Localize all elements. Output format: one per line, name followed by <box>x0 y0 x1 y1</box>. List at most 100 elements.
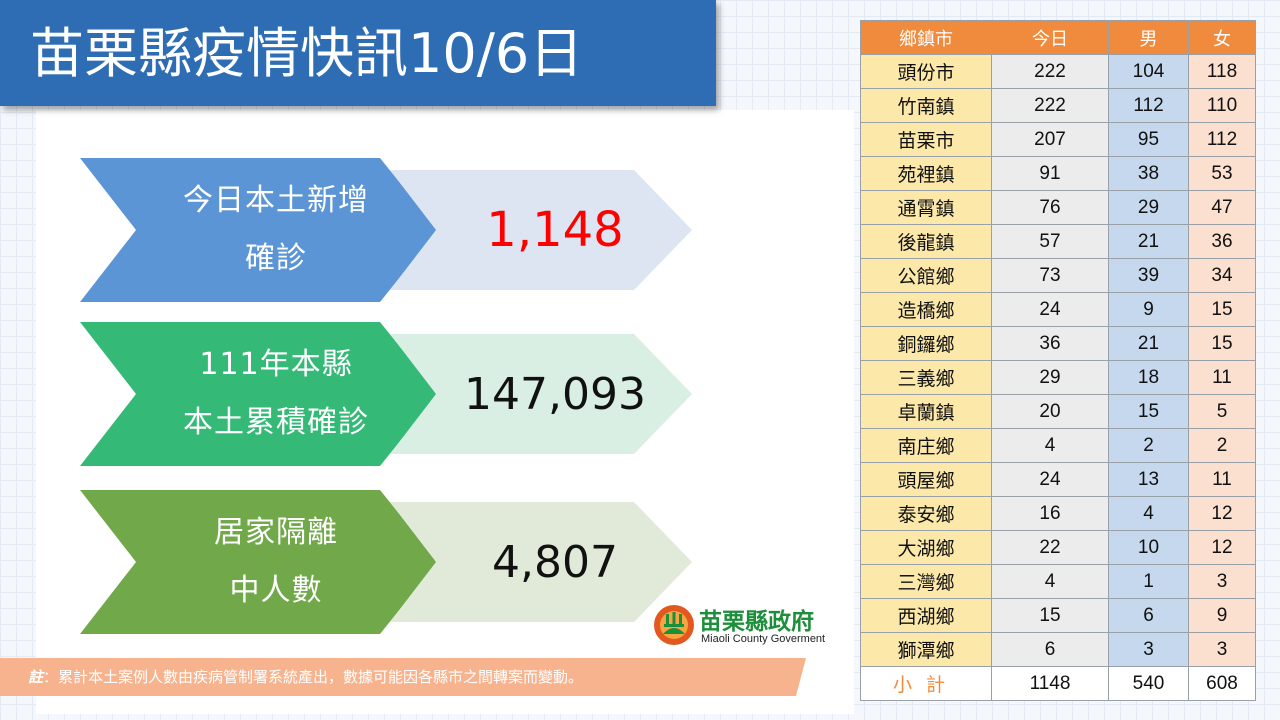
table-row: 頭份市 222 104 118 <box>860 54 1256 89</box>
card-label-arrow: 111年本縣 本土累積確診 <box>80 322 438 466</box>
cell-male: 15 <box>1108 394 1189 429</box>
card-label-line: 居家隔離 <box>214 515 338 550</box>
cell-male: 2 <box>1108 428 1189 463</box>
cell-female: 608 <box>1188 666 1256 701</box>
cell-today: 222 <box>991 54 1109 89</box>
table-row: 後龍鎮 57 21 36 <box>860 224 1256 259</box>
cell-male: 21 <box>1108 224 1189 259</box>
cell-female: 47 <box>1188 190 1256 225</box>
cell-female: 12 <box>1188 496 1256 531</box>
table-row: 苗栗市 207 95 112 <box>860 122 1256 157</box>
card-label-arrow: 居家隔離 中人數 <box>80 490 438 634</box>
cell-female: 3 <box>1188 632 1256 667</box>
cell-male: 10 <box>1108 530 1189 565</box>
cell-male: 18 <box>1108 360 1189 395</box>
cell-today: 24 <box>991 292 1109 327</box>
footnote-label: 註 <box>28 668 44 686</box>
cell-town: 三義鄉 <box>860 360 992 395</box>
county-government-logo: 苗栗縣政府 Miaoli County Goverment <box>653 602 853 650</box>
table-row: 苑裡鎮 91 38 53 <box>860 156 1256 191</box>
cell-today: 20 <box>991 394 1109 429</box>
cell-today: 76 <box>991 190 1109 225</box>
cell-male: 1 <box>1108 564 1189 599</box>
cell-female: 112 <box>1188 122 1256 157</box>
card-value: 147,093 <box>390 334 692 454</box>
cell-today: 4 <box>991 564 1109 599</box>
cell-today: 4 <box>991 428 1109 463</box>
column-header-male: 男 <box>1108 20 1189 55</box>
cell-female: 15 <box>1188 326 1256 361</box>
cell-town: 造橋鄉 <box>860 292 992 327</box>
page-title: 苗栗縣疫情快訊10/6日 <box>30 22 584 85</box>
cell-male: 29 <box>1108 190 1189 225</box>
cell-town: 通霄鎮 <box>860 190 992 225</box>
table-row: 三灣鄉 4 1 3 <box>860 564 1256 599</box>
cell-town: 苑裡鎮 <box>860 156 992 191</box>
cell-today: 73 <box>991 258 1109 293</box>
cell-female: 53 <box>1188 156 1256 191</box>
cell-female: 110 <box>1188 88 1256 123</box>
cell-town: 獅潭鄉 <box>860 632 992 667</box>
cell-male: 13 <box>1108 462 1189 497</box>
cell-town: 苗栗市 <box>860 122 992 157</box>
cell-female: 11 <box>1188 462 1256 497</box>
table-row: 西湖鄉 15 6 9 <box>860 598 1256 633</box>
title-banner: 苗栗縣疫情快訊10/6日 <box>0 0 716 106</box>
table-row: 頭屋鄉 24 13 11 <box>860 462 1256 497</box>
table-header-row: 鄉鎮市 今日 男 女 <box>860 20 1256 55</box>
cell-town: 南庄鄉 <box>860 428 992 463</box>
cell-today: 6 <box>991 632 1109 667</box>
cell-town: 頭屋鄉 <box>860 462 992 497</box>
cell-male: 112 <box>1108 88 1189 123</box>
cell-town: 後龍鎮 <box>860 224 992 259</box>
cell-male: 104 <box>1108 54 1189 89</box>
cell-town: 小計 <box>860 666 992 701</box>
cell-today: 207 <box>991 122 1109 157</box>
table-row: 竹南鎮 222 112 110 <box>860 88 1256 123</box>
cell-today: 24 <box>991 462 1109 497</box>
cell-male: 540 <box>1108 666 1189 701</box>
logo-name-english: Miaoli County Goverment <box>701 633 826 645</box>
township-table-container: 鄉鎮市 今日 男 女 頭份市 222 104 118 竹南鎮 222 112 110 苗栗市 20… <box>860 20 1256 701</box>
cell-male: 38 <box>1108 156 1189 191</box>
cell-female: 15 <box>1188 292 1256 327</box>
table-row: 南庄鄉 4 2 2 <box>860 428 1256 463</box>
cell-male: 6 <box>1108 598 1189 633</box>
table-row: 通霄鎮 76 29 47 <box>860 190 1256 225</box>
township-case-table: 鄉鎮市 今日 男 女 頭份市 222 104 118 竹南鎮 222 112 110 苗栗市 20… <box>860 20 1256 701</box>
footnote-bar: 註：累計本土案例人數由疾病管制署系統產出，數據可能因各縣市之間轉案而變動。 <box>0 658 806 696</box>
table-row: 公館鄉 73 39 34 <box>860 258 1256 293</box>
column-header-town: 鄉鎮市 <box>860 20 992 55</box>
county-emblem-icon <box>654 605 694 645</box>
table-row: 造橋鄉 24 9 15 <box>860 292 1256 327</box>
card-label-line: 中人數 <box>229 573 323 608</box>
footnote-text: ：累計本土案例人數由疾病管制署系統產出，數據可能因各縣市之間轉案而變動。 <box>43 668 584 686</box>
cell-town: 西湖鄉 <box>860 598 992 633</box>
cell-female: 118 <box>1188 54 1256 89</box>
cell-today: 91 <box>991 156 1109 191</box>
cell-today: 1148 <box>991 666 1109 701</box>
cell-female: 5 <box>1188 394 1256 429</box>
cell-female: 9 <box>1188 598 1256 633</box>
table-row: 三義鄉 29 18 11 <box>860 360 1256 395</box>
cell-today: 15 <box>991 598 1109 633</box>
footnote: 註：累計本土案例人數由疾病管制署系統產出，數據可能因各縣市之間轉案而變動。 <box>28 658 583 696</box>
table-row: 大湖鄉 22 10 12 <box>860 530 1256 565</box>
cell-female: 3 <box>1188 564 1256 599</box>
card-label-line: 111年本縣 <box>199 347 353 382</box>
table-row: 獅潭鄉 6 3 3 <box>860 632 1256 667</box>
table-total-row: 小計 1148 540 608 <box>860 666 1256 701</box>
cell-town: 三灣鄉 <box>860 564 992 599</box>
cell-male: 9 <box>1108 292 1189 327</box>
cell-female: 36 <box>1188 224 1256 259</box>
table-row: 卓蘭鎮 20 15 5 <box>860 394 1256 429</box>
cell-female: 11 <box>1188 360 1256 395</box>
card-label-line: 本土累積確診 <box>183 405 369 440</box>
cell-town: 銅鑼鄉 <box>860 326 992 361</box>
table-row: 泰安鄉 16 4 12 <box>860 496 1256 531</box>
cell-female: 12 <box>1188 530 1256 565</box>
cell-town: 卓蘭鎮 <box>860 394 992 429</box>
cell-male: 4 <box>1108 496 1189 531</box>
column-header-female: 女 <box>1188 20 1256 55</box>
table-body: 頭份市 222 104 118 竹南鎮 222 112 110 苗栗市 207 95 112 苑裡鎮 91… <box>860 54 1256 701</box>
